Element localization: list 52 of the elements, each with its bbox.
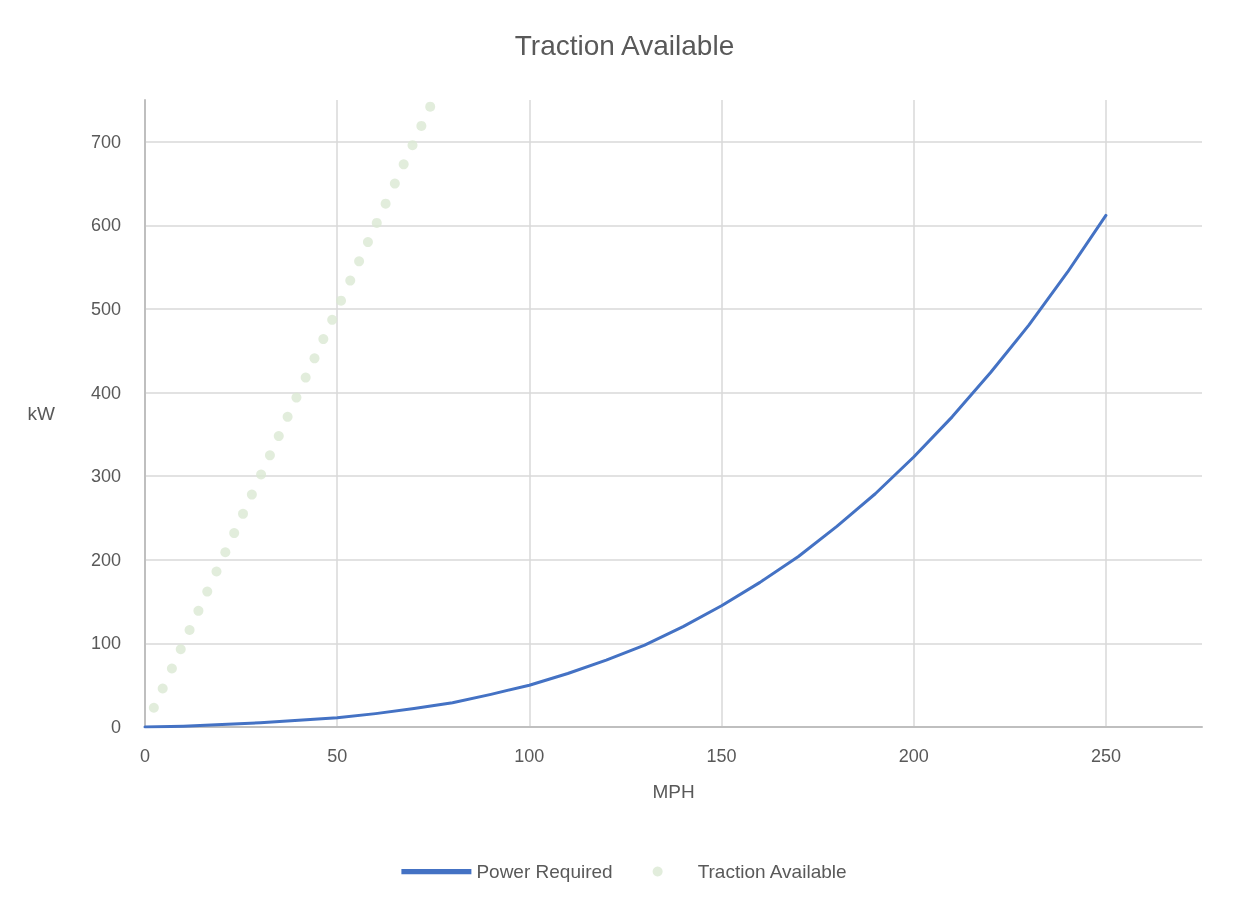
point	[309, 353, 320, 364]
point	[282, 411, 293, 422]
y-axis-title: kW	[27, 403, 56, 424]
point	[273, 431, 284, 442]
chart-title: Traction Available	[514, 29, 735, 61]
legend-label: Traction Available	[697, 861, 847, 882]
point	[184, 625, 195, 636]
x-axis-title: MPH	[652, 781, 695, 802]
y-tick-label: 600	[90, 215, 121, 236]
point	[148, 702, 159, 713]
point	[238, 508, 249, 519]
point	[354, 256, 365, 267]
point	[166, 663, 177, 674]
point	[327, 314, 338, 325]
point	[416, 120, 427, 131]
x-tick-label: 100	[514, 746, 545, 766]
x-tick-label: 0	[139, 746, 151, 766]
point	[407, 140, 418, 151]
point	[229, 528, 240, 539]
point	[425, 101, 436, 112]
y-tick-label: 700	[90, 131, 121, 152]
point	[318, 334, 329, 345]
point	[157, 683, 168, 694]
legend-label: Power Required	[476, 861, 613, 882]
x-tick-label: 250	[1090, 746, 1121, 766]
y-tick-label: 200	[90, 549, 121, 570]
point	[380, 198, 391, 209]
point	[389, 178, 400, 189]
point	[211, 566, 222, 577]
point	[246, 489, 257, 500]
point	[300, 372, 311, 383]
point	[193, 605, 204, 616]
point	[175, 644, 186, 655]
y-tick-label: 100	[90, 633, 121, 654]
y-tick-label: 0	[110, 717, 121, 737]
point	[256, 469, 267, 480]
point	[345, 275, 356, 286]
y-tick-label: 500	[90, 299, 121, 319]
point	[202, 586, 213, 597]
point	[264, 450, 275, 461]
line-series	[143, 213, 1108, 729]
x-tick-label: 200	[898, 746, 929, 766]
point	[398, 159, 409, 170]
y-tick-label: 300	[90, 466, 121, 487]
x-tick-label: 50	[327, 746, 348, 766]
point	[336, 295, 347, 306]
point	[362, 237, 373, 248]
point	[371, 217, 382, 228]
x-tick-label: 150	[706, 746, 737, 766]
point	[291, 392, 302, 403]
y-tick-label: 400	[90, 382, 121, 403]
point	[220, 547, 231, 558]
